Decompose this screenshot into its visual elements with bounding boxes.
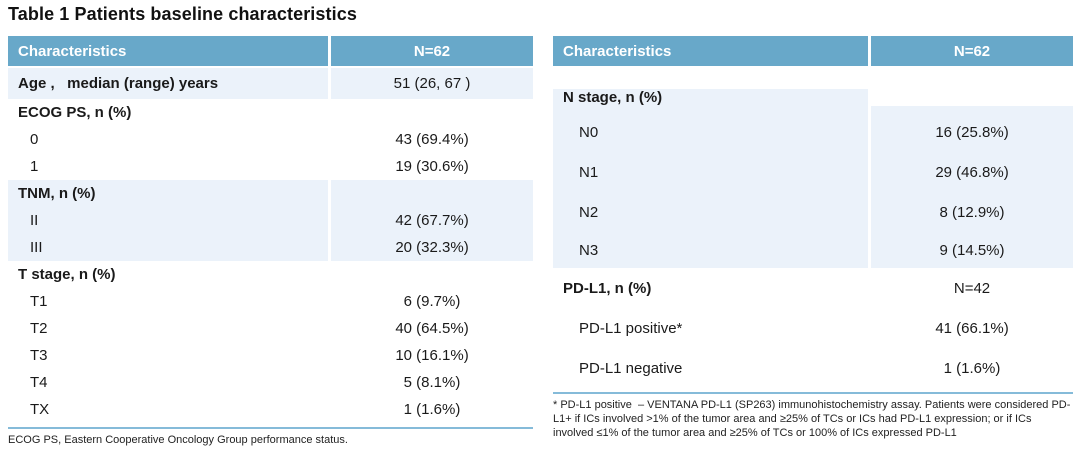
characteristic-label: TX	[30, 401, 50, 418]
table-row: T4 5 (8.1%)	[8, 369, 533, 396]
right-section-pdl1: PD-L1, n (%) N=42 PD-L1 positive* 41 (66…	[553, 268, 1073, 388]
table-row: T3 10 (16.1%)	[8, 342, 533, 369]
characteristic-label: 1	[30, 158, 39, 175]
characteristic-value	[331, 99, 533, 126]
characteristic-label: T1	[30, 293, 48, 310]
table-row: T1 6 (9.7%)	[8, 288, 533, 315]
right-header-n62: N=62	[871, 36, 1073, 66]
characteristic-label: N1	[553, 152, 868, 192]
baseline-table-left: Characteristics N=62 Age , median (range…	[8, 36, 533, 447]
table-row: N stage, n (%)	[553, 68, 1073, 112]
table-row: PD-L1 positive* 41 (66.1%)	[553, 308, 1073, 348]
left-section-tnm: TNM, n (%) II 42 (67.7%) III 20 (32.3%)	[8, 180, 533, 261]
characteristic-label: PD-L1, n (%)	[563, 279, 652, 297]
characteristic-value: 16 (25.8%)	[871, 112, 1073, 152]
characteristic-label: PD-L1 positive*	[579, 319, 683, 337]
left-table-header-row: Characteristics N=62	[8, 36, 533, 66]
table-row: N0 16 (25.8%)	[553, 112, 1073, 152]
left-header-characteristics: Characteristics	[8, 36, 328, 66]
table-row: T stage, n (%)	[8, 261, 533, 288]
characteristic-value: 9 (14.5%)	[871, 232, 1073, 268]
table-row: ECOG PS, n (%)	[8, 99, 533, 126]
characteristic-value: 43 (69.4%)	[395, 131, 469, 148]
characteristic-value: 29 (46.8%)	[871, 152, 1073, 192]
table-row: PD-L1 negative 1 (1.6%)	[553, 348, 1073, 388]
table-row: T2 40 (64.5%)	[8, 315, 533, 342]
table-row: 1 19 (30.6%)	[8, 153, 533, 180]
characteristic-label: T3	[30, 347, 48, 364]
characteristic-label: Age , median (range) years	[8, 68, 328, 99]
characteristic-value: 19 (30.6%)	[395, 158, 469, 175]
characteristic-value: N=42	[953, 279, 991, 297]
left-table-footnote: ECOG PS, Eastern Cooperative Oncology Gr…	[8, 434, 348, 446]
characteristic-value: 51 (26, 67 )	[331, 68, 533, 99]
table-row: N2 8 (12.9%)	[553, 192, 1073, 232]
characteristic-value: 41 (66.1%)	[935, 319, 1009, 337]
characteristic-value	[331, 180, 533, 207]
characteristic-label: T stage, n (%)	[18, 266, 116, 283]
characteristic-value: 20 (32.3%)	[331, 234, 533, 261]
baseline-table-right: Characteristics N=62 N stage, n (%) N0 1…	[553, 36, 1073, 440]
characteristic-value: 8 (12.9%)	[871, 192, 1073, 232]
characteristic-value: 10 (16.1%)	[395, 347, 469, 364]
characteristic-value: 5 (8.1%)	[403, 374, 461, 391]
table-row: N1 29 (46.8%)	[553, 152, 1073, 192]
characteristic-label: TNM, n (%)	[8, 180, 328, 207]
characteristic-label: N3	[553, 232, 868, 268]
left-section-age: Age , median (range) years 51 (26, 67 )	[8, 68, 533, 99]
table-bottom-rule	[8, 427, 533, 429]
characteristic-value: 6 (9.7%)	[403, 293, 461, 310]
left-header-n62: N=62	[331, 36, 533, 66]
table-row: PD-L1, n (%) N=42	[553, 268, 1073, 308]
table-row: 0 43 (69.4%)	[8, 126, 533, 153]
characteristic-label: III	[8, 234, 328, 261]
left-section-tstage: T stage, n (%) T1 6 (9.7%) T2 40 (64.5%)…	[8, 261, 533, 423]
characteristic-label: T4	[30, 374, 48, 391]
characteristic-label: N0	[553, 112, 868, 152]
characteristic-label: ECOG PS, n (%)	[18, 104, 132, 121]
characteristic-label: PD-L1 negative	[579, 359, 683, 377]
table-row: TNM, n (%)	[8, 180, 533, 207]
table-bottom-rule	[553, 392, 1073, 394]
right-section-nstage: N stage, n (%) N0 16 (25.8%) N1 29 (46.8…	[553, 68, 1073, 268]
table-row: TX 1 (1.6%)	[8, 396, 533, 423]
table-row: III 20 (32.3%)	[8, 234, 533, 261]
table-title: Table 1 Patients baseline characteristic…	[8, 4, 357, 24]
characteristic-value	[871, 106, 1073, 112]
characteristic-label: N stage, n (%)	[553, 89, 868, 112]
right-table-header-row: Characteristics N=62	[553, 36, 1073, 66]
characteristic-value: 1 (1.6%)	[943, 359, 1001, 377]
characteristic-label: 0	[30, 131, 39, 148]
characteristic-value: 40 (64.5%)	[395, 320, 469, 337]
characteristic-value: 1 (1.6%)	[403, 401, 461, 418]
characteristic-label: N2	[553, 192, 868, 232]
characteristic-label: II	[8, 207, 328, 234]
left-section-ecog: ECOG PS, n (%) 0 43 (69.4%) 1 19 (30.6%)	[8, 99, 533, 180]
table-row: Age , median (range) years 51 (26, 67 )	[8, 68, 533, 99]
table-row: II 42 (67.7%)	[8, 207, 533, 234]
characteristic-value	[331, 261, 533, 288]
characteristic-label: T2	[30, 320, 48, 337]
characteristic-value: 42 (67.7%)	[331, 207, 533, 234]
table-row: N3 9 (14.5%)	[553, 232, 1073, 268]
right-table-footnote: * PD-L1 positive – VENTANA PD-L1 (SP263)…	[553, 399, 1071, 439]
right-header-characteristics: Characteristics	[553, 36, 868, 66]
